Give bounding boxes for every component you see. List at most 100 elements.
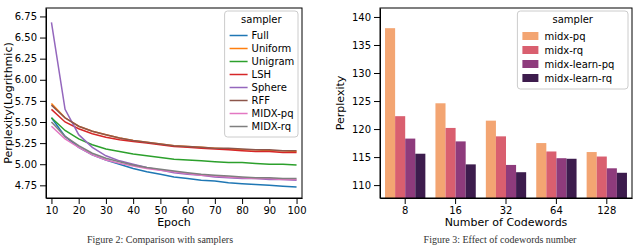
tick-label: 80 (236, 205, 249, 216)
tick: 80 (236, 198, 249, 216)
legend: samplerFullUniformUnigramLSHSphereRFFMID… (225, 11, 298, 137)
legend-swatch (230, 100, 248, 102)
tick-mark (40, 16, 46, 17)
tick: 40 (127, 198, 140, 216)
caption: Figure 2: Comparison with samplers (87, 234, 233, 245)
legend-swatch (230, 126, 248, 128)
tick-mark (556, 198, 557, 204)
legend-label: MIDX-rq (252, 121, 292, 132)
y-axis-title: Perplexity (334, 75, 347, 130)
tick-mark (405, 198, 406, 204)
tick-label: 120 (352, 124, 371, 135)
tick-mark (188, 198, 189, 204)
tick-label: 10 (46, 205, 59, 216)
chart-bar: 8 16 32 64 128 110 115 120 125 130 135 140 Number of… (334, 8, 633, 247)
tick: 64 (550, 198, 563, 216)
legend-swatch (230, 61, 248, 63)
bar (556, 158, 566, 198)
tick: 135 (352, 40, 380, 51)
tick-label: 5.75 (15, 96, 37, 107)
tick-label: 20 (73, 205, 86, 216)
tick-mark (40, 164, 46, 165)
tick-mark (269, 198, 270, 204)
tick-label: 60 (182, 205, 195, 216)
legend-label: midx-rq (544, 45, 583, 56)
legend-title: sampler (552, 14, 593, 25)
tick-mark (40, 122, 46, 123)
tick-mark (606, 198, 607, 204)
legend-label: midx-pq (544, 31, 585, 42)
bar (415, 154, 425, 198)
tick-mark (374, 17, 380, 18)
tick-label: 125 (352, 96, 371, 107)
bar (617, 173, 627, 198)
tick-label: 128 (597, 205, 616, 216)
legend-swatch (230, 35, 248, 37)
tick: 110 (352, 180, 380, 191)
bar (607, 168, 617, 198)
legend-swatch (522, 74, 538, 82)
tick-label: 6.75 (15, 11, 37, 22)
tick: 128 (597, 198, 616, 216)
tick: 6.50 (15, 32, 46, 43)
tick-label: 100 (288, 205, 307, 216)
tick-mark (133, 198, 134, 204)
legend-title: sampler (241, 14, 282, 25)
y-axis: 4.755.005.255.505.756.006.256.506.75 (15, 9, 47, 199)
tick-label: 5.00 (15, 159, 37, 170)
x-axis: 8 16 32 64 128 (381, 198, 633, 216)
tick-mark (374, 73, 380, 74)
tick: 5.50 (15, 117, 46, 128)
tick-mark (374, 101, 380, 102)
series-line (51, 118, 296, 187)
tick: 130 (352, 68, 380, 79)
legend-swatch (230, 74, 248, 76)
tick-mark (40, 80, 46, 81)
tick-mark (374, 45, 380, 46)
tick: 16 (449, 198, 462, 216)
tick: 115 (352, 152, 380, 163)
bar (516, 172, 526, 198)
tick-label: 70 (209, 205, 222, 216)
tick-mark (374, 129, 380, 130)
legend-swatch (522, 60, 538, 68)
tick-mark (160, 198, 161, 204)
tick-label: 6.25 (15, 53, 37, 64)
tick: 100 (288, 198, 307, 216)
tick-label: 5.25 (15, 138, 37, 149)
plot-area (51, 22, 296, 187)
tick: 10 (46, 198, 59, 216)
plot-frame (46, 8, 302, 198)
legend-label: midx-learn-rq (544, 73, 612, 84)
legend-swatch (522, 46, 538, 54)
tick-mark (79, 198, 80, 204)
tick-mark (297, 198, 298, 204)
x-axis-title: Number of Codewords (445, 216, 568, 229)
tick-label: 64 (550, 205, 563, 216)
legend-label: RFF (252, 95, 271, 106)
tick-label: 32 (500, 205, 513, 216)
legend-label: Uniform (252, 43, 292, 54)
bar (456, 141, 466, 198)
legend-label: Full (252, 30, 269, 41)
tick: 120 (352, 124, 380, 135)
tick-label: 50 (155, 205, 168, 216)
bar (486, 121, 496, 198)
bar (566, 159, 576, 198)
legend-swatch (230, 48, 248, 50)
tick: 125 (352, 96, 380, 107)
legend-label: Unigram (252, 56, 295, 67)
tick: 60 (182, 198, 195, 216)
plot-frame (380, 8, 632, 198)
tick-label: 130 (352, 68, 371, 79)
tick-mark (40, 185, 46, 186)
bar (446, 128, 456, 198)
legend-swatch (522, 32, 538, 40)
bar (506, 165, 516, 198)
tick-label: 90 (263, 205, 276, 216)
bar (385, 28, 395, 198)
tick-label: 8 (402, 205, 408, 216)
tick-label: 135 (352, 40, 371, 51)
tick: 140 (352, 12, 380, 23)
tick-label: 5.50 (15, 117, 37, 128)
